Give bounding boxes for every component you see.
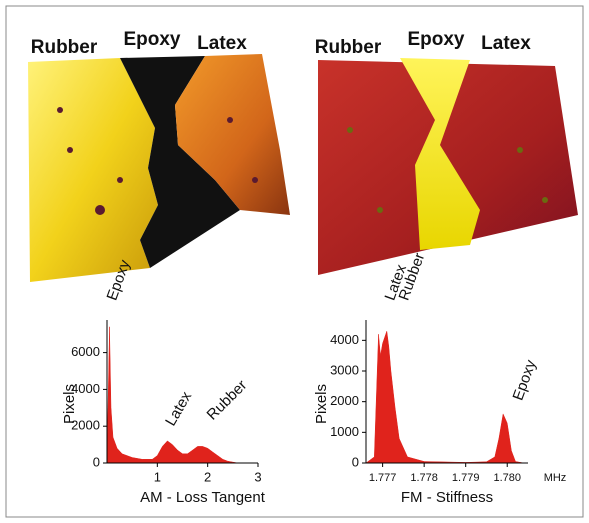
am-surface [28,54,290,282]
x-tick-label: 1.780 [493,472,521,484]
figure-canvas: Rubber Epoxy Latex Rubber Epoxy Latex 0 2… [0,0,589,523]
image-label: Epoxy [123,29,180,50]
area [366,331,524,463]
image-label: Epoxy [407,29,464,50]
x-axis-title: FM - Stiffness [401,489,493,506]
y-tick-label: 4000 [330,332,359,347]
image-label: Rubber [31,37,98,58]
image-label: Latex [481,33,531,54]
peak-label: Epoxy [510,357,540,402]
y-tick-label: 1000 [330,424,359,439]
x-tick-label: 3 [254,469,261,484]
x-tick-label: 1 [154,469,161,484]
peak-label: Latex [162,388,195,429]
image-label: Rubber [315,37,382,58]
image-label: Latex [197,33,247,54]
y-tick-label: 0 [93,454,100,469]
y-axis-title: Pixels [61,384,78,424]
y-tick-label: 2000 [330,393,359,408]
x-tick-label: 1.777 [369,472,397,484]
x-axis-title: AM - Loss Tangent [140,489,266,506]
y-tick-label: 6000 [71,344,100,359]
x-unit: MHz [544,472,567,484]
x-tick-label: 2 [204,469,211,484]
y-tick-label: 0 [352,454,359,469]
y-axis-title: Pixels [313,384,330,424]
x-tick-label: 1.779 [452,472,480,484]
peak-label: Rubber [204,377,251,424]
figure: Rubber Epoxy Latex Rubber Epoxy Latex 0 2… [0,0,589,523]
x-tick-label: 1.778 [410,472,438,484]
fm-surface [318,58,578,275]
y-tick-label: 3000 [330,362,359,377]
